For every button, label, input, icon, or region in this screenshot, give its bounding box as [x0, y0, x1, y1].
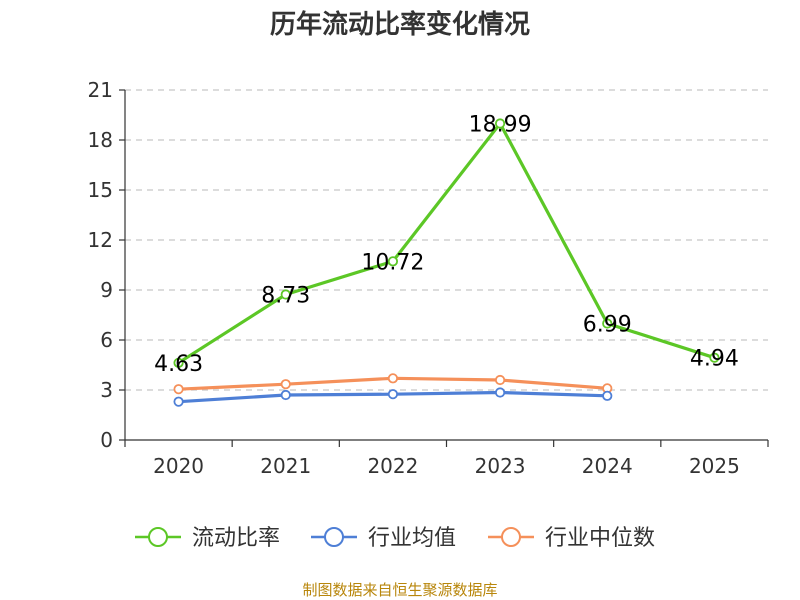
- data-label: 6.99: [583, 313, 632, 338]
- series-point-1: [494, 387, 506, 398]
- y-tick-label: 3: [100, 378, 113, 402]
- series-point-2: [280, 379, 291, 390]
- y-tick-label: 21: [88, 78, 113, 102]
- y-tick-label: 15: [88, 178, 113, 202]
- x-tick-label: 2021: [260, 454, 311, 478]
- y-tick-label: 0: [100, 428, 113, 452]
- y-tick-label: 6: [100, 328, 113, 352]
- series-point-1: [280, 389, 291, 401]
- y-tick-label: 12: [88, 228, 113, 252]
- source-note: 制图数据来自恒生聚源数据库: [302, 581, 497, 599]
- legend-swatch-marker: [501, 527, 521, 547]
- chart-title: 历年流动比率变化情况: [270, 9, 530, 40]
- series-point-0: [280, 289, 291, 300]
- series-point-1: [387, 389, 399, 400]
- data-labels: 4.63 8.73 10.72 18.99 6.99 4.94: [154, 113, 739, 377]
- legend-item-2: 行业中位数: [488, 526, 655, 551]
- axes: 0 3 6 9 12 15 18 21 2020 2021 2022 2023 2024 2025: [88, 78, 769, 478]
- series-point-0: [709, 352, 720, 363]
- series-point-0: [173, 357, 184, 368]
- x-tick-label: 2024: [582, 454, 633, 478]
- data-label: 8.73: [261, 284, 310, 309]
- series-point-1: [602, 390, 613, 401]
- x-tick-label: 2022: [367, 454, 418, 478]
- legend-item-0: 流动比率: [135, 526, 280, 551]
- series-point-0: [494, 118, 506, 129]
- legend-item-1: 行业均值: [311, 526, 456, 551]
- series-point-2: [494, 374, 506, 386]
- data-label: 10.72: [361, 250, 424, 275]
- data-label: 18.99: [469, 113, 532, 138]
- legend-swatch-marker: [148, 527, 168, 547]
- legend-swatch-marker: [324, 527, 344, 547]
- legend-label: 行业均值: [368, 526, 456, 551]
- x-tick-label: 2023: [475, 454, 526, 478]
- legend-label: 流动比率: [192, 526, 280, 551]
- series-line-0: [177, 121, 717, 365]
- series-point-2: [387, 373, 399, 384]
- x-tick-label: 2025: [689, 454, 740, 478]
- y-tick-label: 18: [88, 128, 113, 152]
- data-label: 4.63: [154, 352, 203, 377]
- series-point-2: [173, 384, 184, 395]
- x-tick-label: 2020: [153, 454, 204, 478]
- y-tick-label: 9: [100, 278, 113, 302]
- series-point-0: [602, 318, 613, 329]
- series-point-0: [387, 256, 399, 267]
- data-label: 4.94: [690, 347, 739, 372]
- series-point-1: [173, 396, 184, 407]
- legend-label: 行业中位数: [545, 526, 655, 551]
- series-layer: [173, 118, 720, 407]
- legend: 流动比率 行业均值 行业中位数: [135, 526, 655, 551]
